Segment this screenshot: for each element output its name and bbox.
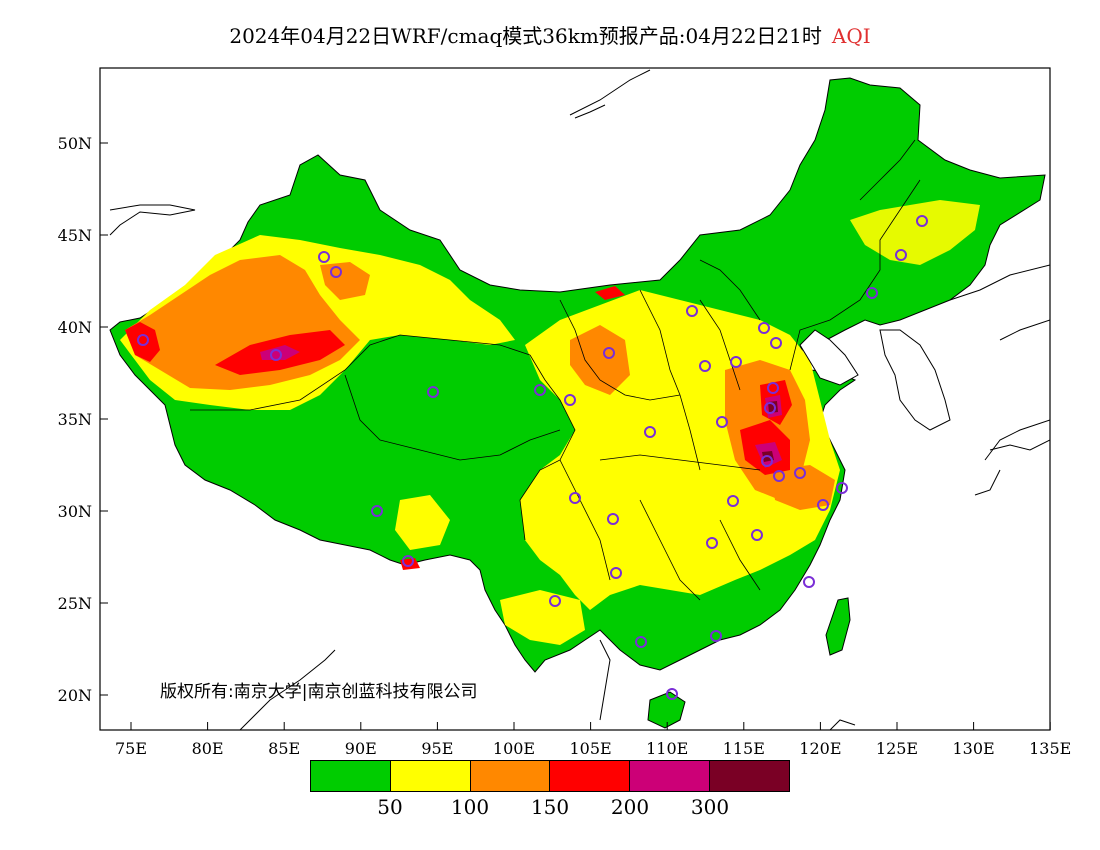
colorbar-label-150: 150 [530,795,570,819]
lon-label-95E: 95E [421,739,453,758]
aqi-zone-yellow-guangxi [500,590,585,645]
province-borders [190,139,921,601]
hainan-land [647,691,686,729]
colorbar-swatch-2 [470,761,551,791]
aqi-zone-orange-yrd [770,465,835,510]
lon-label-115E: 115E [723,739,765,758]
bohai-coast [799,329,859,386]
longitude-axis: 75E 80E 85E 90E 95E 100E 105E 110E 115E 120E 125E 1… [115,722,1071,758]
colorbar-swatch-3 [550,761,631,791]
colorbar-swatch-5 [710,761,789,791]
colorbar-label-200: 200 [610,795,650,819]
aqi-zone-orange-loess [570,325,630,395]
lon-label-90E: 90E [345,739,377,758]
lon-label-125E: 125E [876,739,918,758]
aqi-zone-red-yunnan [400,558,420,570]
aqi-zone-red-kashgar [125,322,160,362]
latitude-axis: 20N 25N 30N 35N 40N 45N 50N [58,134,108,705]
lat-label-50N: 50N [58,134,92,153]
lon-label-80E: 80E [192,739,224,758]
aqi-colorbar [310,760,790,792]
neighbor-coastlines [109,69,1050,730]
lat-label-45N: 45N [58,226,92,245]
copyright-text: 版权所有:南京大学|南京创蓝科技有限公司 [160,682,477,702]
lon-label-100E: 100E [493,739,535,758]
lon-label-120E: 120E [799,739,841,758]
lon-label-105E: 105E [569,739,611,758]
map-frame [99,67,1051,731]
aqi-zone-yellow-tibet [395,495,450,550]
aqi-zone-red-north [595,286,625,300]
aqi-zone-yellow-ne [850,200,980,265]
colorbar-swatch-0 [311,761,391,791]
lat-label-35N: 35N [58,410,92,429]
colorbar-label-50: 50 [377,795,403,819]
lat-label-25N: 25N [58,594,92,613]
colorbar-label-300: 300 [690,795,730,819]
lon-label-85E: 85E [268,739,300,758]
lon-label-110E: 110E [646,739,688,758]
map-content [109,69,1050,730]
colorbar-swatch-4 [630,761,711,791]
title-main: 2024年04月22日WRF/cmaq模式36km预报产品:04月22日21时 [229,24,822,48]
station-markers [137,215,928,700]
map-title: 2024年04月22日WRF/cmaq模式36km预报产品:04月22日21时 A… [0,20,1100,49]
lon-label-75E: 75E [115,739,147,758]
aqi-zone-orange-xinjiang-n [320,262,370,300]
lat-label-40N: 40N [58,318,92,337]
lat-label-30N: 30N [58,502,92,521]
taiwan-land [825,597,851,656]
lat-label-20N: 20N [58,686,92,705]
colorbar-swatch-1 [390,761,471,791]
colorbar-label-100: 100 [450,795,490,819]
lon-label-130E: 130E [952,739,994,758]
title-variable: AQI [831,24,871,48]
lon-label-135E: 135E [1029,739,1071,758]
